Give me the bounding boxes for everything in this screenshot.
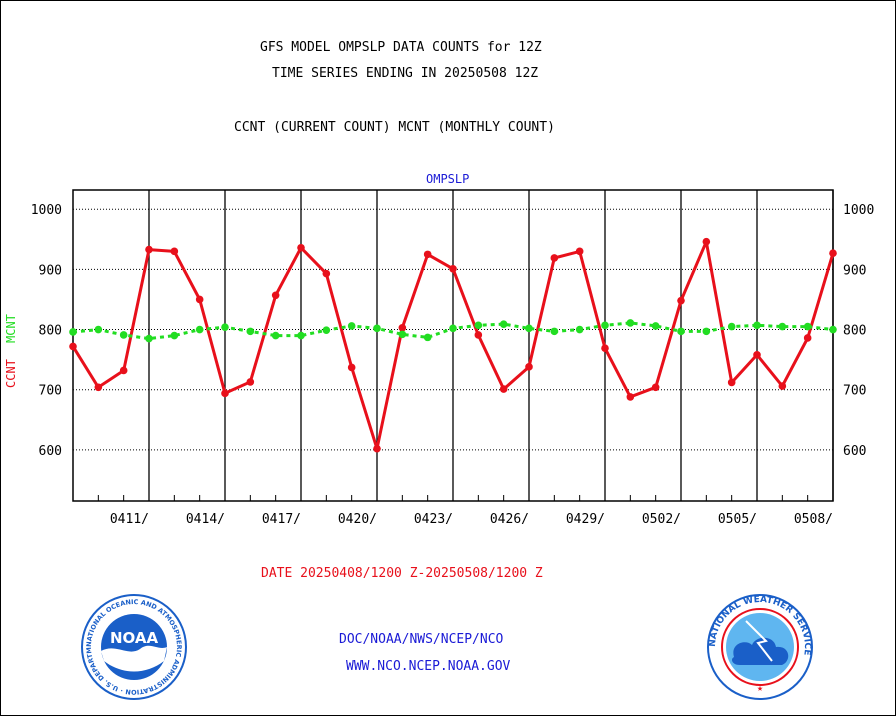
- data-point-ccnt: [778, 382, 787, 390]
- chart-title-line1: GFS MODEL OMPSLP DATA COUNTS for 12Z: [260, 40, 542, 55]
- data-point-mcnt: [195, 325, 204, 334]
- y-tick-label-left: 900: [39, 263, 62, 278]
- data-point-ccnt: [423, 250, 432, 259]
- data-point-ccnt: [119, 366, 128, 375]
- data-point-ccnt: [702, 237, 711, 246]
- data-point-ccnt: [347, 363, 356, 372]
- data-point-ccnt: [69, 342, 77, 351]
- data-point-mcnt: [373, 324, 381, 333]
- data-point-mcnt: [271, 331, 280, 340]
- y-tick-label-right: 800: [843, 324, 866, 339]
- data-point-mcnt: [753, 321, 761, 330]
- data-point-ccnt: [398, 323, 407, 332]
- y-tick-label-right: 1000: [843, 203, 874, 218]
- data-point-ccnt: [474, 331, 483, 339]
- date-range-label: DATE 20250408/1200 Z-20250508/1200 Z: [261, 566, 543, 581]
- y-tick-label-right: 900: [843, 263, 866, 278]
- data-point-ccnt: [651, 383, 660, 392]
- data-point-mcnt: [69, 328, 77, 336]
- data-point-mcnt: [651, 322, 660, 330]
- x-tick-label: 0411/: [110, 512, 149, 527]
- plot-title: OMPSLP: [426, 172, 470, 186]
- data-point-mcnt: [449, 324, 457, 333]
- data-point-mcnt: [727, 322, 736, 331]
- doc-noaa-link[interactable]: DOC/NOAA/NWS/NCEP/NCO: [339, 632, 504, 647]
- data-point-ccnt: [373, 444, 381, 453]
- x-tick-label: 0508/: [794, 512, 833, 527]
- data-point-mcnt: [499, 320, 508, 328]
- data-point-mcnt: [398, 330, 407, 339]
- x-tick-label: 0423/: [414, 512, 453, 527]
- chart-title-line2: TIME SERIES ENDING IN 20250508 12Z: [272, 66, 539, 81]
- data-point-ccnt: [271, 291, 280, 300]
- data-point-ccnt: [322, 269, 331, 278]
- data-point-mcnt: [221, 323, 229, 331]
- data-point-ccnt: [753, 351, 761, 359]
- data-point-ccnt: [499, 385, 508, 393]
- data-point-ccnt: [170, 247, 179, 256]
- data-point-ccnt: [195, 295, 204, 304]
- x-tick-label: 0502/: [642, 512, 681, 527]
- data-point-ccnt: [221, 389, 229, 398]
- data-point-ccnt: [829, 249, 837, 257]
- y-tick-label-left: 700: [39, 384, 62, 399]
- data-point-mcnt: [550, 327, 559, 336]
- grid-layer: [73, 190, 834, 501]
- data-point-mcnt: [575, 325, 584, 334]
- data-point-mcnt: [322, 326, 331, 334]
- x-tick-label: 0420/: [338, 512, 377, 527]
- data-point-mcnt: [347, 322, 356, 330]
- data-point-mcnt: [803, 322, 812, 331]
- chart-subtitle: CCNT (CURRENT COUNT) MCNT (MONTHLY COUNT…: [234, 120, 555, 135]
- y-tick-label-right: 700: [843, 384, 866, 399]
- y-tick-label-left: 800: [39, 324, 62, 339]
- y-tick-label-left: 1000: [31, 203, 62, 218]
- data-point-mcnt: [297, 331, 305, 340]
- data-point-ccnt: [803, 334, 812, 342]
- data-point-mcnt: [119, 331, 128, 339]
- data-point-ccnt: [601, 344, 609, 353]
- x-tick-label: 0426/: [490, 512, 529, 527]
- data-point-ccnt: [246, 378, 255, 386]
- data-point-mcnt: [423, 333, 432, 342]
- data-point-mcnt: [170, 331, 179, 340]
- data-point-ccnt: [525, 363, 533, 371]
- data-point-ccnt: [575, 247, 584, 256]
- data-point-ccnt: [727, 378, 736, 387]
- data-point-mcnt: [601, 321, 609, 330]
- data-point-ccnt: [550, 254, 559, 262]
- data-point-ccnt: [297, 243, 305, 252]
- nco-website-link[interactable]: WWW.NCO.NCEP.NOAA.GOV: [346, 659, 511, 674]
- data-point-ccnt: [145, 245, 153, 254]
- x-tick-label: 0417/: [262, 512, 301, 527]
- data-point-mcnt: [778, 322, 787, 331]
- data-point-ccnt: [626, 393, 635, 401]
- series-layer: [69, 237, 837, 453]
- data-point-mcnt: [94, 325, 103, 334]
- data-point-ccnt: [449, 265, 457, 273]
- data-point-mcnt: [525, 324, 533, 333]
- data-point-mcnt: [145, 334, 153, 343]
- x-tick-label: 0414/: [186, 512, 225, 527]
- data-point-mcnt: [626, 319, 635, 327]
- y-tick-label-right: 600: [843, 444, 866, 459]
- data-point-ccnt: [677, 296, 685, 305]
- y-tick-label-left: 600: [39, 444, 62, 459]
- data-point-mcnt: [702, 327, 711, 336]
- data-point-mcnt: [677, 327, 685, 336]
- x-tick-label: 0505/: [718, 512, 757, 527]
- data-point-ccnt: [94, 383, 103, 392]
- data-point-mcnt: [246, 327, 255, 336]
- data-point-mcnt: [474, 321, 483, 330]
- x-tick-label: 0429/: [566, 512, 605, 527]
- data-point-mcnt: [829, 325, 837, 334]
